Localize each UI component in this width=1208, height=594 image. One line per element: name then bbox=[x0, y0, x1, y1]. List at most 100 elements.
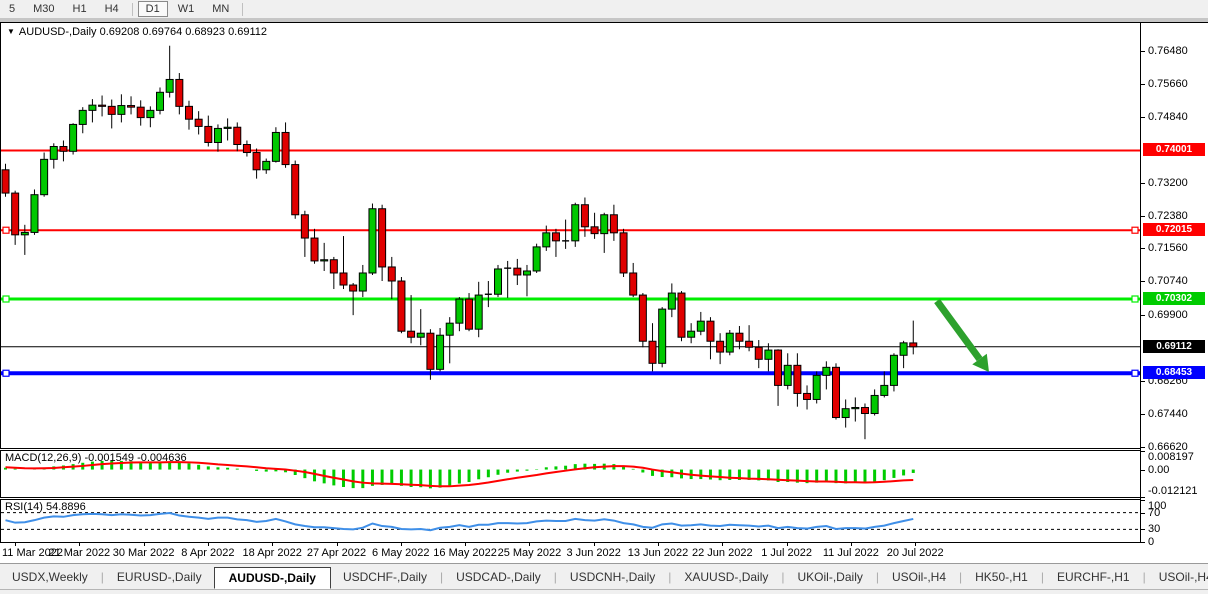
price-axis-label: 0.75660 bbox=[1148, 77, 1188, 90]
date-tick bbox=[207, 543, 209, 546]
rsi-chart[interactable] bbox=[1, 500, 1141, 542]
price-axis-tick bbox=[1141, 380, 1145, 382]
candlestick-chart[interactable] bbox=[1, 23, 1141, 448]
date-tick bbox=[465, 543, 467, 546]
date-tick bbox=[786, 543, 788, 546]
tab-separator: | bbox=[875, 570, 879, 584]
timeframe-m30[interactable]: M30 bbox=[33, 3, 55, 15]
date-label: 27 Apr 2022 bbox=[306, 547, 367, 559]
timeframe-toolbar: 5 M30 H1 H4 D1 W1 MN bbox=[0, 0, 1208, 19]
date-label: 16 May 2022 bbox=[433, 547, 497, 559]
pane-separator[interactable] bbox=[0, 448, 1208, 451]
rsi-axis-label: 100 bbox=[1148, 500, 1167, 512]
tab-separator: | bbox=[553, 570, 557, 584]
macd-signal-line bbox=[5, 461, 914, 488]
price-level-badge-0.68453: 0.68453 bbox=[1143, 366, 1205, 380]
price-level-badge-0.70302: 0.70302 bbox=[1143, 291, 1205, 305]
price-axis-label: 0.70740 bbox=[1148, 275, 1188, 288]
chart-tab-bar: USDX,Weekly | EURUSD-,Daily AUDUSD-,Daily US… bbox=[0, 563, 1208, 590]
tab-ukoil-daily[interactable]: UKOil-,Daily bbox=[797, 570, 863, 584]
price-axis-tick bbox=[1141, 116, 1145, 118]
timeframe-5[interactable]: 5 bbox=[9, 3, 16, 15]
chart-symbol-label: AUDUSD-,Daily bbox=[18, 26, 97, 38]
tab-eurchf-h1[interactable]: EURCHF-,H1 bbox=[1056, 570, 1130, 584]
timeframe-w1[interactable]: W1 bbox=[177, 3, 195, 15]
macd-axis-label: -0.012121 bbox=[1148, 485, 1198, 497]
rsi-axis-label: 0 bbox=[1148, 536, 1155, 548]
tab-separator: | bbox=[1040, 570, 1044, 584]
rsi-axis-label: 30 bbox=[1148, 523, 1161, 536]
date-label: 3 Jun 2022 bbox=[566, 547, 621, 559]
price-axis-tick bbox=[1141, 215, 1145, 217]
date-tick bbox=[15, 543, 16, 546]
date-label: 13 Jun 2022 bbox=[627, 547, 689, 559]
tab-separator: | bbox=[439, 570, 444, 584]
date-label: 20 Jul 2022 bbox=[886, 547, 944, 559]
rsi-axis-tick bbox=[1141, 500, 1145, 501]
tab-separator: | bbox=[668, 570, 672, 584]
tab-eurusd-daily[interactable]: EURUSD-,Daily bbox=[116, 570, 202, 584]
tab-separator: | bbox=[1142, 570, 1146, 584]
tab-hk50-h1[interactable]: HK50-,H1 bbox=[975, 570, 1028, 584]
date-tick bbox=[722, 543, 724, 546]
price-level-badge-0.74001: 0.74001 bbox=[1143, 143, 1205, 157]
timeframe-h4[interactable]: H4 bbox=[104, 3, 119, 15]
macd-axis-tick bbox=[1141, 497, 1145, 498]
date-tick bbox=[336, 543, 338, 546]
rsi-axis-tick bbox=[1141, 542, 1145, 543]
date-label: 11 Mar 2022 bbox=[2, 547, 63, 559]
rsi-axis-tick bbox=[1141, 529, 1145, 531]
date-label: 11 Jul 2022 bbox=[822, 547, 879, 559]
date-tick bbox=[529, 543, 531, 546]
price-axis-label: 0.71560 bbox=[1148, 242, 1188, 255]
timeframe-mn[interactable]: MN bbox=[212, 3, 230, 15]
tab-usdcad-daily[interactable]: USDCAD-,Daily bbox=[456, 570, 541, 584]
date-tick bbox=[593, 543, 595, 546]
date-tick bbox=[850, 543, 852, 546]
price-axis-tick bbox=[1141, 83, 1145, 85]
price-level-badge-0.72015: 0.72015 bbox=[1143, 223, 1205, 237]
price-axis-label: 0.73200 bbox=[1148, 176, 1188, 189]
price-axis-tick bbox=[1141, 182, 1145, 184]
price-chart-pane[interactable]: ▼ AUDUSD-,Daily 0.69208 0.69764 0.68923 0… bbox=[0, 23, 1141, 448]
macd-chart[interactable] bbox=[1, 451, 1141, 497]
tab-separator: | bbox=[959, 570, 963, 584]
arrow-annotation[interactable] bbox=[934, 298, 989, 372]
timeframe-d1[interactable]: D1 bbox=[137, 1, 168, 17]
macd-histogram bbox=[4, 460, 915, 489]
candles bbox=[1, 45, 918, 440]
date-label: 21 Mar 2022 bbox=[48, 547, 111, 559]
macd-axis-label: 0.00 bbox=[1148, 463, 1170, 476]
tab-xauusd-daily[interactable]: XAUUSD-,Daily bbox=[684, 570, 769, 584]
toolbar-divider bbox=[131, 2, 133, 16]
tab-usdcnh-daily[interactable]: USDCNH-,Daily bbox=[569, 570, 656, 584]
status-strip bbox=[0, 589, 1208, 594]
rsi-indicator-pane[interactable]: RSI(14) 54.8896 bbox=[0, 500, 1141, 542]
date-label: 8 Apr 2022 bbox=[181, 547, 235, 559]
tab-usoil-h4[interactable]: USOil-,H4 bbox=[1158, 570, 1208, 584]
date-axis: 11 Mar 2022 21 Mar 2022 30 Mar 2022 8 Apr 2… bbox=[0, 543, 1141, 563]
chart-collapse-icon[interactable]: ▼ bbox=[7, 27, 15, 36]
price-axis-tick bbox=[1141, 248, 1145, 250]
tab-separator: | bbox=[781, 570, 785, 584]
tab-separator: | bbox=[100, 570, 104, 584]
price-axis-label: 0.67440 bbox=[1148, 407, 1188, 420]
macd-axis-label: 0.008197 bbox=[1148, 451, 1194, 463]
chart-ohlc-values: 0.69208 0.69764 0.68923 0.69112 bbox=[99, 26, 268, 38]
date-label: 22 Jun 2022 bbox=[692, 547, 753, 559]
date-label: 18 Apr 2022 bbox=[242, 547, 302, 559]
macd-indicator-pane[interactable]: MACD(12,26,9) -0.001549 -0.004636 bbox=[0, 451, 1141, 497]
date-tick bbox=[400, 543, 402, 546]
pane-separator[interactable] bbox=[0, 497, 1208, 500]
tab-usdx-weekly[interactable]: USDX,Weekly bbox=[12, 570, 88, 584]
tab-audusd-daily[interactable]: AUDUSD-,Daily bbox=[213, 566, 331, 589]
rsi-line bbox=[5, 512, 914, 532]
tab-usdchf-daily[interactable]: USDCHF-,Daily bbox=[342, 570, 427, 584]
timeframe-h1[interactable]: H1 bbox=[72, 3, 87, 15]
price-axis-tick bbox=[1141, 315, 1145, 317]
tab-usoil-h4[interactable]: USOil-,H4 bbox=[891, 570, 946, 584]
chart-title: ▼ AUDUSD-,Daily 0.69208 0.69764 0.68923 0… bbox=[7, 26, 267, 38]
price-axis: 0.76480 0.75660 0.74840 0.73200 0.72380 0.715… bbox=[1140, 23, 1208, 563]
date-tick bbox=[915, 543, 917, 546]
